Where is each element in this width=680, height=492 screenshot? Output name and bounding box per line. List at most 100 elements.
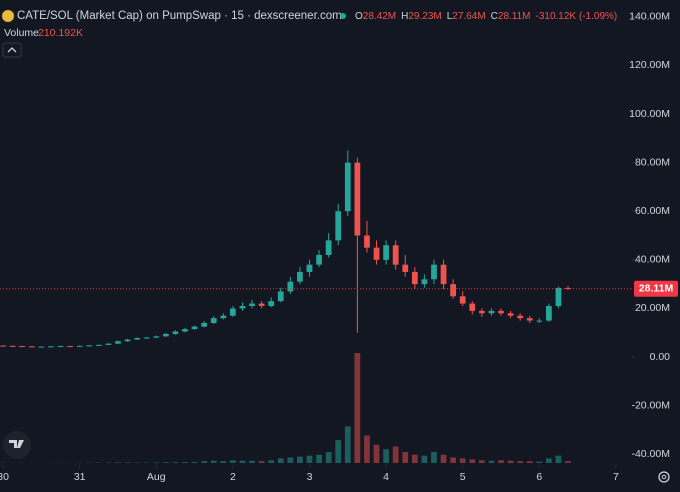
change-value: -310.12K (-1.09%) bbox=[536, 11, 618, 22]
candle-body bbox=[0, 345, 6, 347]
y-tick-label: -40.00M bbox=[631, 448, 670, 460]
volume-bar bbox=[373, 444, 380, 463]
volume-bar bbox=[469, 459, 476, 463]
candle-body bbox=[67, 346, 73, 348]
candle-body bbox=[220, 315, 227, 319]
volume-bar bbox=[258, 461, 265, 463]
candle-body bbox=[105, 343, 112, 345]
volume-bar bbox=[268, 460, 275, 463]
candle-body bbox=[402, 264, 409, 272]
candle-body bbox=[469, 303, 476, 311]
candle-body bbox=[431, 264, 437, 280]
candle-body bbox=[9, 345, 16, 347]
y-tick-label: -20.00M bbox=[631, 399, 670, 411]
candle-body bbox=[517, 315, 524, 319]
candle-body bbox=[555, 287, 562, 306]
candle-body bbox=[230, 308, 236, 316]
volume-bar bbox=[517, 461, 524, 463]
candle-body bbox=[249, 303, 255, 306]
volume-bar bbox=[344, 426, 351, 463]
candle-body bbox=[411, 271, 418, 285]
candle-body bbox=[354, 162, 361, 236]
candle-body bbox=[201, 323, 208, 327]
x-tick-label: 31 bbox=[74, 471, 86, 483]
volume-bar bbox=[115, 462, 121, 463]
ohlc-key: H bbox=[401, 11, 408, 22]
volume-bar bbox=[335, 440, 342, 463]
candle-body bbox=[153, 336, 160, 338]
gear[interactable] bbox=[658, 471, 670, 483]
candle-body bbox=[143, 337, 150, 339]
volume-bar bbox=[182, 462, 188, 463]
x-tick-label: 4 bbox=[383, 471, 389, 483]
ohlc-key: C bbox=[491, 11, 498, 22]
candle-body bbox=[19, 346, 26, 348]
volume-bar bbox=[364, 435, 370, 463]
candle-body bbox=[440, 264, 447, 285]
volume-bar bbox=[411, 454, 418, 463]
volume-bar bbox=[220, 461, 227, 463]
volume-bar bbox=[440, 454, 447, 463]
volume-bar bbox=[555, 455, 562, 463]
volume-bar bbox=[421, 455, 428, 463]
y-tick-label: 40.00M bbox=[635, 254, 670, 266]
volume-bar bbox=[450, 457, 456, 463]
candle-body bbox=[182, 329, 188, 332]
plot-area bbox=[0, 150, 571, 463]
candle-body bbox=[383, 245, 389, 260]
volume-bar bbox=[316, 454, 322, 463]
candle-body bbox=[268, 301, 275, 306]
volume-bar bbox=[565, 461, 571, 463]
tradingview-logo[interactable] bbox=[3, 431, 31, 459]
collapse-box[interactable] bbox=[2, 42, 22, 58]
candle-body bbox=[488, 310, 495, 314]
candle-body bbox=[115, 341, 121, 344]
candle-body bbox=[498, 310, 504, 314]
volume-bar bbox=[507, 460, 514, 463]
candle-body bbox=[421, 279, 428, 285]
candle-body bbox=[526, 318, 533, 321]
x-tick-label: 6 bbox=[536, 471, 542, 483]
x-tick-label: 7 bbox=[613, 471, 619, 483]
y-tick-label: 20.00M bbox=[635, 302, 670, 314]
volume-bar bbox=[498, 460, 504, 463]
volume-bar bbox=[325, 452, 332, 463]
candle-body bbox=[28, 346, 35, 348]
ohlc-key: L bbox=[447, 11, 453, 22]
candle-body bbox=[38, 346, 45, 348]
candle-body bbox=[373, 247, 380, 260]
candle-body bbox=[335, 211, 342, 241]
settings-button[interactable] bbox=[658, 471, 670, 483]
token-logo bbox=[2, 10, 14, 22]
volume-bar bbox=[153, 462, 160, 463]
status-dot bbox=[340, 13, 346, 19]
y-tick-label: 60.00M bbox=[635, 205, 670, 217]
last-price-label: 28.11M bbox=[639, 282, 674, 294]
candle-body bbox=[546, 305, 552, 321]
collapse-button[interactable] bbox=[2, 42, 22, 58]
y-tick-label: 140.00M bbox=[629, 11, 670, 23]
y-tick-label: 100.00M bbox=[629, 108, 670, 120]
candle-body bbox=[76, 345, 83, 347]
volume-bar bbox=[306, 455, 313, 463]
volume-value: 210.192K bbox=[38, 27, 83, 39]
candle-body bbox=[344, 162, 351, 212]
candle-body bbox=[364, 235, 370, 248]
candle-body bbox=[325, 240, 332, 255]
candle-body bbox=[134, 338, 140, 340]
candle-body bbox=[287, 281, 294, 292]
last-price-box bbox=[634, 280, 678, 297]
ohlc-header: O28.42M H29.23M L27.64M C28.11M -310.12K (-1… bbox=[355, 11, 617, 22]
volume-bar bbox=[488, 460, 495, 463]
y-tick-label: 80.00M bbox=[635, 156, 670, 168]
x-tick-label: 3 bbox=[307, 471, 313, 483]
y-tick-label: 0.00 bbox=[650, 351, 671, 363]
candle-body bbox=[86, 345, 93, 347]
candle-body bbox=[306, 264, 313, 272]
y-tick-label: 120.00M bbox=[629, 59, 670, 71]
candle-body bbox=[124, 339, 131, 342]
candle-body bbox=[258, 303, 265, 306]
candle-body bbox=[507, 313, 514, 316]
volume-bar bbox=[210, 460, 217, 463]
